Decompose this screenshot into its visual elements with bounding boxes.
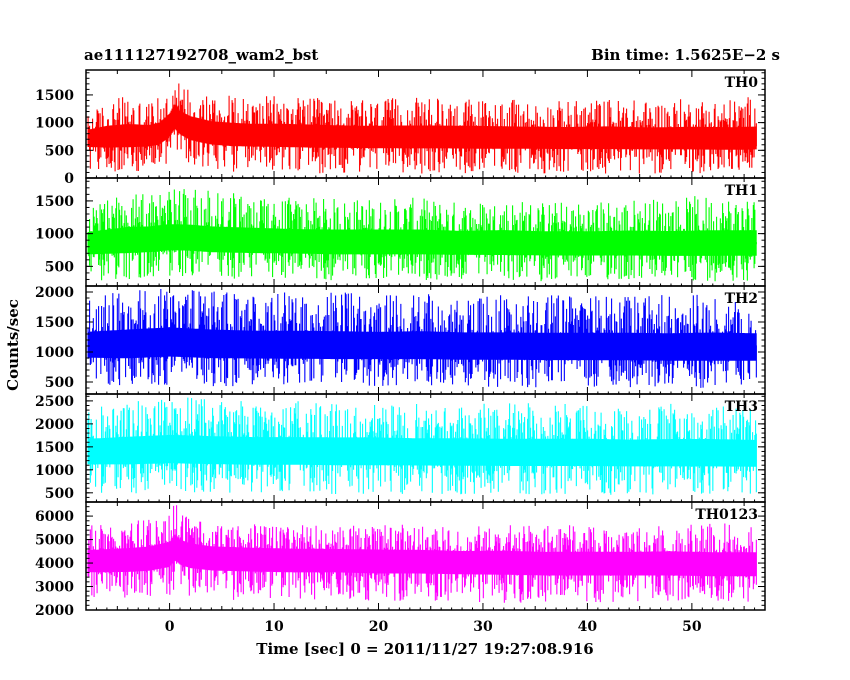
panel-th2: 500 1000 1500 2000 TH2 [35, 285, 766, 395]
y-tick-label: 5000 [35, 533, 74, 549]
chart-title: ae111127192708_wam2_bst [84, 46, 318, 64]
panel-th0123: 2000 3000 4000 5000 6000 TH0123 [35, 501, 766, 619]
y-tick-label: 0 [64, 171, 74, 187]
x-tick-label: 40 [578, 619, 598, 635]
panel-frame [85, 501, 766, 611]
panel-name-label: TH2 [725, 291, 758, 307]
y-tick-label: 2000 [35, 603, 74, 619]
x-tick-label: 50 [682, 619, 702, 635]
y-tick-label: 3000 [35, 580, 74, 596]
y-tick-label: 500 [45, 486, 74, 502]
y-tick-label: 1500 [35, 88, 74, 104]
y-tick-label: 1000 [35, 227, 74, 243]
series-core-th0123 [87, 534, 757, 577]
panel-th0: 0 500 1000 1500 TH0 [35, 69, 766, 187]
y-tick-label: 500 [45, 259, 74, 275]
series-core-th3 [87, 434, 757, 467]
y-tick-label: 4000 [35, 556, 74, 572]
bin-time-label: Bin time: 1.5625E−2 s [591, 46, 780, 64]
y-tick-label: 2500 [35, 394, 74, 410]
y-tick-label: 500 [45, 143, 74, 159]
y-tick-label: 1500 [35, 440, 74, 456]
panel-th1: 500 1000 1500 TH1 [35, 177, 766, 287]
y-tick-label: 1000 [35, 116, 74, 132]
y-tick-label: 1500 [35, 315, 74, 331]
panel-name-label: TH3 [725, 399, 758, 415]
y-tick-label: 2000 [35, 285, 74, 301]
y-tick-label: 1000 [35, 345, 74, 361]
y-tick-label: 500 [45, 375, 74, 391]
x-tick-label: 30 [473, 619, 493, 635]
y-tick-label: 2000 [35, 417, 74, 433]
series-core-th2 [87, 327, 757, 361]
series-core-th0 [87, 103, 757, 150]
y-tick-label: 1500 [35, 194, 74, 210]
y-tick-label: 6000 [35, 509, 74, 525]
x-tick-label: 10 [264, 619, 284, 635]
x-tick-label: 20 [369, 619, 389, 635]
panel-name-label: TH0123 [695, 507, 758, 523]
panel-name-label: TH1 [725, 183, 758, 199]
panel-name-label: TH0 [725, 75, 759, 91]
series-core-th1 [87, 224, 757, 256]
panel-stack: 050010001500TH050010001500TH150010001500… [35, 69, 766, 635]
x-axis-label: Time [sec] 0 = 2011/11/27 19:27:08.916 [256, 640, 593, 658]
y-axis-label: Counts/sec [4, 299, 22, 391]
y-tick-label: 1000 [35, 463, 74, 479]
x-tick-label: 0 [165, 619, 175, 635]
panel-th3: 500 1000 1500 2000 2500 TH3 [35, 393, 766, 503]
